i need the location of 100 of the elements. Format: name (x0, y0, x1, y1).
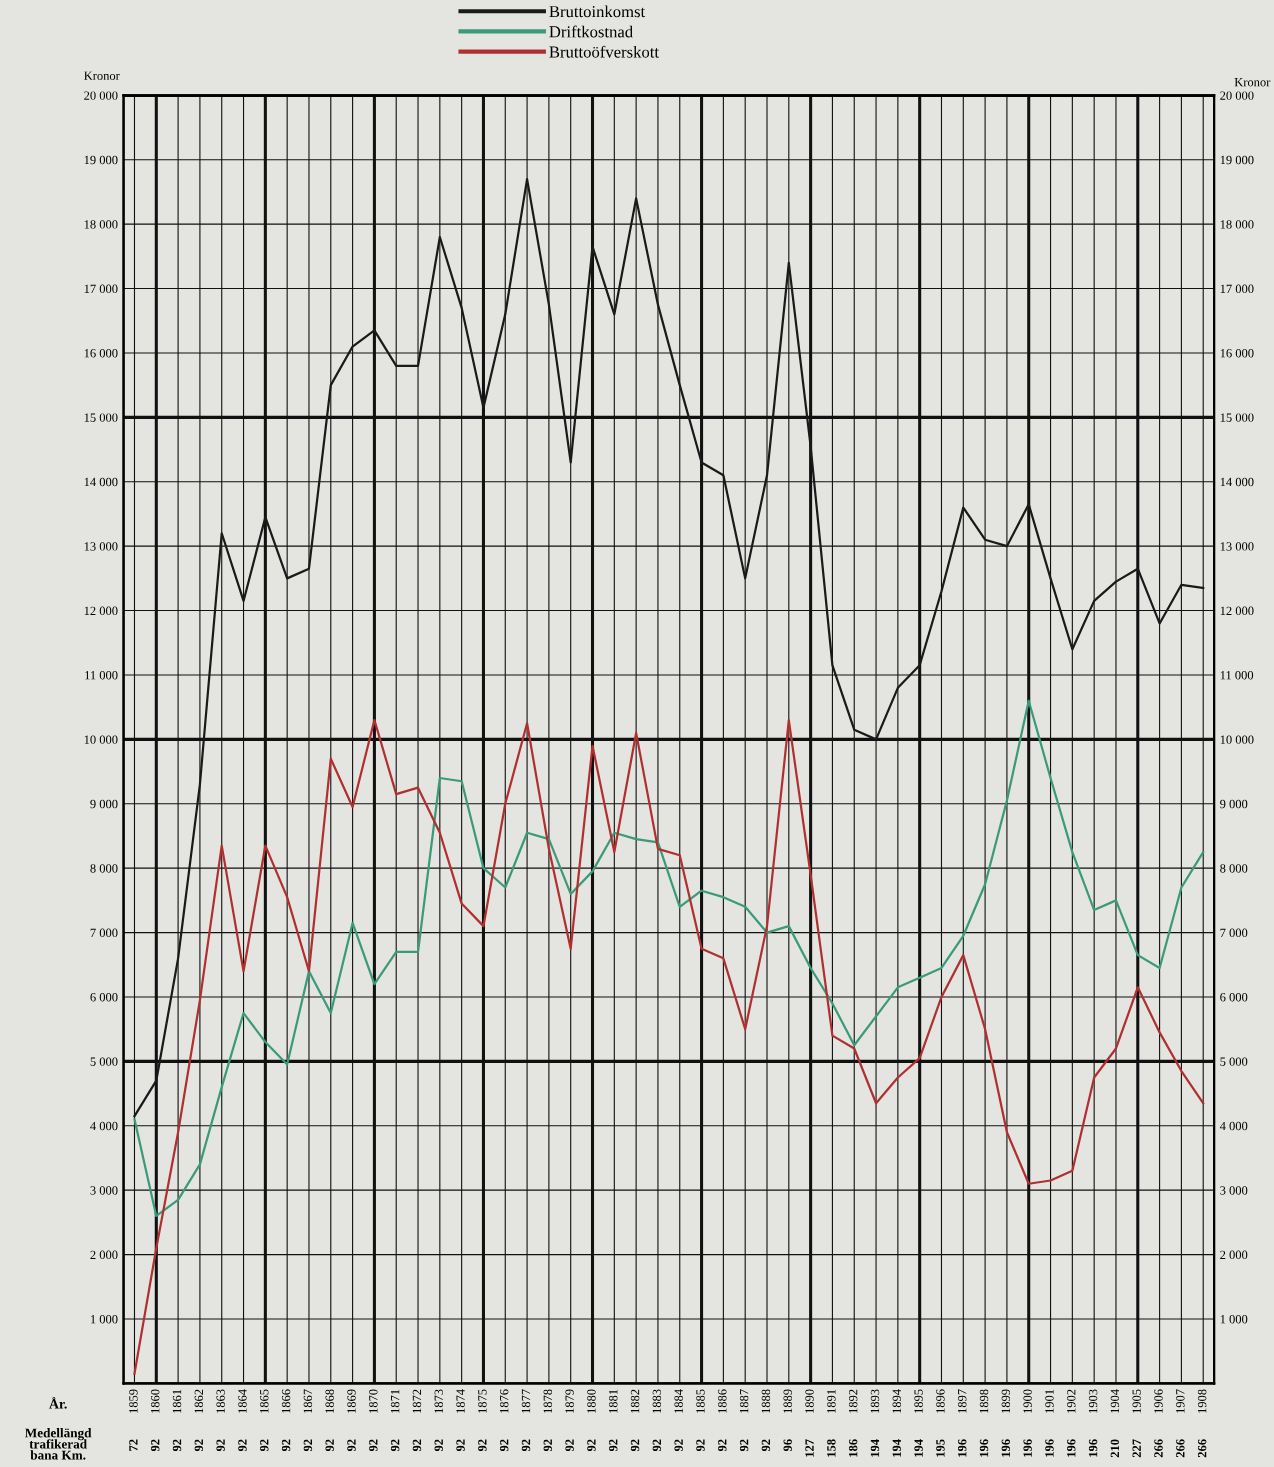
text: 92 (412, 1439, 422, 1452)
legend-label: Bruttoinkomst (549, 5, 646, 18)
x-tick-label: 1888 (761, 1389, 771, 1413)
y2-tick-label: 11 000 (1220, 670, 1254, 680)
y-tick-label: 12 000 (84, 606, 118, 616)
text: 92 (500, 1439, 509, 1452)
text: 92 (696, 1439, 705, 1452)
text: 194 (914, 1439, 923, 1457)
y2-tick-label: 1 000 (1220, 1315, 1248, 1324)
y2-tick-label: 13 000 (1220, 542, 1254, 551)
x-tick-label: 1878 (543, 1389, 553, 1413)
x-tick-label: 1870 (369, 1389, 378, 1413)
x-tick-label: 1903 (1088, 1389, 1098, 1413)
y-axis-title: Kronor (84, 71, 120, 80)
y-tick-label: 4 000 (90, 1121, 118, 1131)
x-tick-label: 1868 (325, 1389, 334, 1413)
x-tick-label: 1883 (652, 1389, 662, 1413)
text: 227 (1132, 1439, 1141, 1458)
text: 196 (979, 1439, 989, 1457)
y-tick-label: 8 000 (90, 864, 118, 873)
y2-tick-label: 20 000 (1220, 91, 1254, 100)
text: 194 (870, 1439, 880, 1457)
y-tick-label: 15 000 (84, 413, 118, 422)
text: 92 (434, 1439, 443, 1452)
text: 266 (1197, 1439, 1207, 1458)
y-tick-label: 1 000 (91, 1315, 118, 1324)
x-tick-label: 1859 (129, 1389, 138, 1413)
text: 92 (761, 1439, 771, 1452)
y-tick-label: 10 000 (84, 735, 118, 744)
text: 92 (718, 1439, 727, 1452)
x-axis-title: År. (49, 1397, 67, 1409)
x-tick-label: 1863 (216, 1389, 225, 1413)
text: 266 (1176, 1439, 1185, 1458)
y2-tick-label: 16 000 (1220, 348, 1254, 358)
y2-tick-label: 19 000 (1220, 155, 1254, 165)
text: 92 (652, 1439, 662, 1452)
text: 92 (347, 1439, 356, 1452)
y2-tick-label: 9 000 (1220, 799, 1248, 809)
text: 92 (325, 1439, 334, 1452)
y2-tick-label: 10 000 (1220, 735, 1254, 744)
x-tick-label: 1901 (1045, 1389, 1054, 1413)
x-tick-label: 1905 (1132, 1389, 1141, 1413)
x-tick-label: 1889 (783, 1389, 792, 1413)
x-tick-label: 1895 (914, 1389, 923, 1413)
x-tick-label: 1865 (260, 1389, 269, 1413)
x-tick-label: 1875 (478, 1389, 487, 1413)
text: Medellängd trafikerad bana Km. (25, 1428, 92, 1460)
y-tick-label: 13 000 (84, 542, 118, 551)
x-tick-label: 1892 (848, 1389, 858, 1413)
x-tick-label: 1908 (1197, 1389, 1207, 1413)
x-tick-label: 1879 (565, 1389, 574, 1413)
text: 127 (805, 1439, 814, 1457)
text: 92 (587, 1439, 596, 1452)
y-tick-label: 7 000 (90, 928, 118, 938)
x-tick-label: 1897 (957, 1389, 967, 1413)
x-tick-label: 1874 (456, 1389, 465, 1413)
text: 196 (1088, 1439, 1098, 1457)
text: 92 (260, 1439, 269, 1452)
x-tick-label: 1876 (499, 1389, 509, 1413)
text: 92 (478, 1439, 487, 1452)
x-tick-label: 1900 (1023, 1389, 1032, 1413)
x-tick-label: 1896 (936, 1389, 945, 1413)
text: 92 (543, 1439, 553, 1452)
text: 92 (194, 1439, 204, 1452)
x-tick-label: 1898 (979, 1389, 989, 1413)
text: 92 (630, 1439, 640, 1452)
y-tick-label: 19 000 (84, 155, 118, 165)
legend-label: Bruttoöfverskott (549, 45, 659, 58)
x-tick-label: 1890 (805, 1389, 814, 1413)
x-tick-label: 1886 (718, 1389, 727, 1413)
text: 196 (1067, 1439, 1076, 1457)
y2-tick-label: 15 000 (1220, 413, 1254, 422)
y-tick-label: 16 000 (84, 348, 118, 358)
y2-tick-label: 7 000 (1220, 928, 1248, 938)
y2-tick-label: 12 000 (1220, 606, 1254, 616)
y-tick-label: 6 000 (90, 993, 118, 1002)
x-tick-label: 1899 (1001, 1389, 1011, 1413)
y2-tick-label: 6 000 (1220, 993, 1248, 1002)
text: 196 (1023, 1439, 1032, 1457)
x-tick-label: 1884 (674, 1389, 683, 1413)
x-tick-label: 1861 (172, 1389, 182, 1413)
x-tick-label: 1877 (521, 1389, 531, 1413)
x-tick-label: 1871 (390, 1389, 400, 1413)
legend-label: Driftkostnad (549, 25, 633, 38)
x-tick-label: 1891 (827, 1389, 836, 1413)
text: 92 (609, 1439, 618, 1452)
x-tick-label: 1881 (609, 1389, 618, 1413)
y-tick-label: 9 000 (90, 799, 118, 809)
text: 92 (151, 1439, 160, 1452)
x-tick-label: 1869 (347, 1389, 356, 1413)
text: 92 (565, 1439, 574, 1452)
x-tick-label: 1872 (412, 1389, 422, 1413)
y-tick-label: 2 000 (90, 1250, 118, 1260)
x-tick-label: 1893 (870, 1389, 880, 1413)
x-tick-label: 1894 (892, 1389, 901, 1413)
text: 92 (238, 1439, 247, 1452)
text: 92 (390, 1439, 400, 1452)
x-tick-label: 1860 (150, 1389, 160, 1413)
y2-tick-label: 18 000 (1220, 220, 1254, 229)
y2-tick-label: 3 000 (1220, 1186, 1248, 1195)
